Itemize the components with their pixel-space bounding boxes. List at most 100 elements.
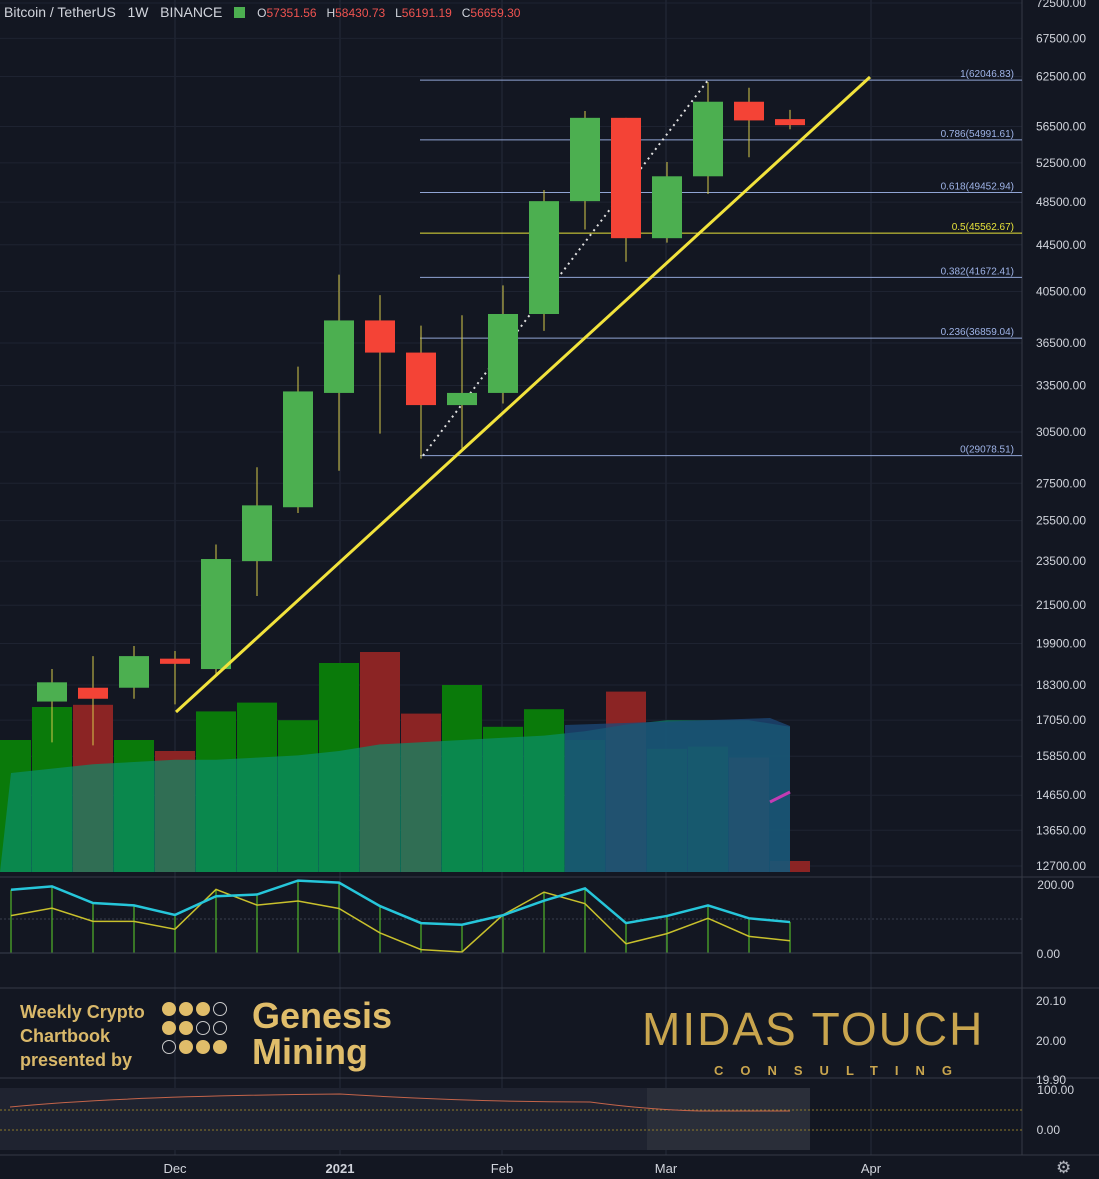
lower-pane-tick: 20.00 (1036, 1034, 1066, 1048)
price-tick-label: 33500.00 (1036, 378, 1086, 392)
open-label: O (257, 6, 267, 20)
candle-body (570, 117, 600, 202)
candle-body (283, 391, 313, 508)
logo-dot (162, 1040, 176, 1054)
price-tick-label: 36500.00 (1036, 336, 1086, 350)
genesis-mining-logo: Genesis Mining (252, 998, 392, 1070)
oscillator-tick-label: 200.00 (1037, 878, 1074, 892)
price-tick-label: 25500.00 (1036, 514, 1086, 528)
bottom-pane-shade-dark (647, 1088, 810, 1150)
logo-dot (196, 1040, 210, 1054)
candle-body (365, 320, 395, 353)
lower-pane-tick: 19.90 (1036, 1073, 1066, 1087)
logo-dot (196, 1002, 210, 1016)
fib-label: 0.382(41672.41) (941, 266, 1014, 277)
price-tick-label: 48500.00 (1036, 195, 1086, 209)
candle-body (734, 101, 764, 121)
candle-body (529, 201, 559, 314)
price-tick-label: 62500.00 (1036, 70, 1086, 84)
candle-body (160, 658, 190, 664)
bottom-pane-line (9, 1093, 790, 1112)
indicator-line-magenta (769, 790, 791, 804)
interval[interactable]: 1W (127, 4, 149, 20)
mining-word: Mining (252, 1031, 368, 1072)
low-value: 56191.19 (401, 6, 452, 20)
oscillator-main-line (10, 879, 791, 927)
logo-dot (213, 1040, 227, 1054)
symbol-name[interactable]: Bitcoin / TetherUS (4, 4, 116, 20)
status-square-icon (234, 7, 246, 18)
price-tick-label: 52500.00 (1036, 156, 1086, 170)
fib-label: 0.5(45562.67) (952, 222, 1014, 233)
price-tick-label: 12700.00 (1036, 859, 1086, 873)
open-value: 57351.56 (266, 6, 317, 20)
volume-ma-projection (565, 718, 790, 872)
trendline (174, 75, 872, 714)
time-tick-label: Dec (163, 1161, 187, 1176)
midas-touch-logo: MIDAS TOUCH (642, 1003, 985, 1055)
logo-dot (162, 1021, 176, 1035)
price-tick-label: 17050.00 (1036, 713, 1086, 727)
time-tick-label: 2021 (326, 1161, 355, 1176)
consulting-text: CONSULTING (714, 1063, 969, 1078)
oscillator-signal-line (10, 888, 791, 953)
fib-label: 1(62046.83) (960, 69, 1014, 80)
price-tick-label: 67500.00 (1036, 31, 1086, 45)
logo-dot (179, 1002, 193, 1016)
logo-dot (213, 1002, 227, 1016)
chartbook-branding: Weekly Crypto Chartbook presented by (20, 1000, 145, 1072)
fib-label: 0.786(54991.61) (941, 129, 1014, 140)
price-tick-label: 40500.00 (1036, 284, 1086, 298)
candle-body (447, 392, 477, 406)
chart-header: Bitcoin / TetherUS 1W BINANCE O57351.56 … (4, 4, 526, 20)
brand-line-3: presented by (20, 1050, 133, 1070)
time-tick-label: Mar (655, 1161, 678, 1176)
candle-body (693, 101, 723, 177)
brand-line-1: Weekly Crypto (20, 1002, 145, 1022)
high-value: 58430.73 (335, 6, 386, 20)
candle-body (37, 682, 67, 702)
logo-dot (213, 1021, 227, 1035)
close-value: 56659.30 (470, 6, 521, 20)
price-tick-label: 14650.00 (1036, 788, 1086, 802)
candle-body (242, 505, 272, 562)
oscillator-tick-label: 0.00 (1037, 947, 1061, 961)
candle-body (406, 352, 436, 406)
brand-line-2: Chartbook (20, 1026, 110, 1046)
price-tick-label: 44500.00 (1036, 238, 1086, 252)
fib-label: 0.236(36859.04) (941, 327, 1014, 338)
time-tick-label: Apr (861, 1161, 882, 1176)
fib-label: 0.618(49452.94) (941, 182, 1014, 193)
candle-body (611, 117, 641, 239)
logo-dot (179, 1021, 193, 1035)
low-label: L (395, 6, 402, 20)
price-tick-label: 18300.00 (1036, 678, 1086, 692)
bottom-pane-tick: 0.00 (1037, 1123, 1061, 1137)
close-label: C (461, 6, 471, 20)
price-tick-label: 13650.00 (1036, 823, 1086, 837)
gear-icon[interactable]: ⚙ (1056, 1158, 1072, 1177)
price-tick-label: 19900.00 (1036, 637, 1086, 651)
logo-dot (179, 1040, 193, 1054)
price-tick-label: 15850.00 (1036, 749, 1086, 763)
lower-pane-tick: 20.10 (1036, 994, 1066, 1008)
candle-body (775, 119, 805, 126)
logo-dot (162, 1002, 176, 1016)
fib-label: 0(29078.51) (960, 445, 1014, 456)
candle-body (324, 320, 354, 393)
high-label: H (326, 6, 336, 20)
exchange: BINANCE (160, 4, 223, 20)
bottom-pane-tick: 100.00 (1037, 1083, 1074, 1097)
price-tick-label: 23500.00 (1036, 554, 1086, 568)
price-tick-label: 56500.00 (1036, 120, 1086, 134)
price-tick-label: 72500.00 (1036, 0, 1086, 10)
candle-body (488, 313, 518, 393)
genesis-word: Genesis (252, 995, 393, 1036)
candle-body (119, 656, 149, 688)
candle-body (652, 176, 682, 239)
time-tick-label: Feb (491, 1161, 513, 1176)
price-tick-label: 21500.00 (1036, 598, 1086, 612)
candle-body (201, 559, 231, 670)
price-tick-label: 30500.00 (1036, 425, 1086, 439)
